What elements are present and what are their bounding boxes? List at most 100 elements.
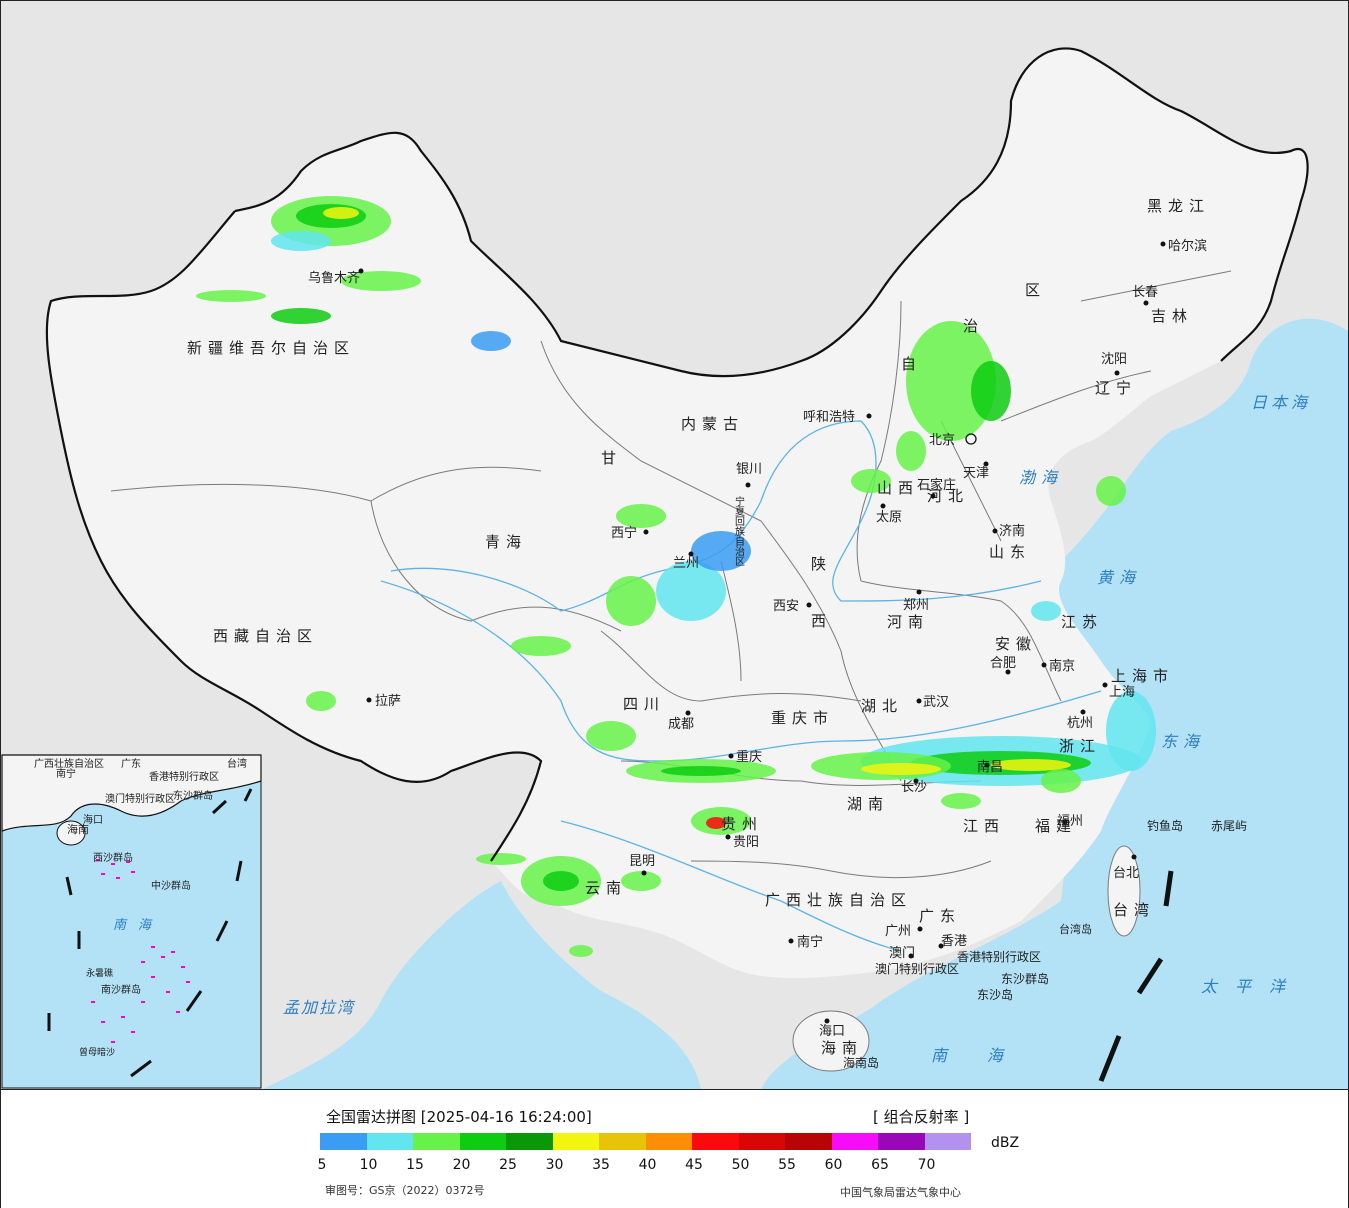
city-dot xyxy=(983,461,989,467)
city-dot xyxy=(1062,819,1068,825)
inset-island-mark xyxy=(101,873,105,875)
city-label: 兰州 xyxy=(673,556,699,571)
legend-swatch xyxy=(320,1133,367,1150)
island-label: 海南岛 xyxy=(843,1055,879,1070)
city-label: 天津 xyxy=(963,466,989,481)
province-label: 湖南 xyxy=(847,795,889,813)
province-label: 河北 xyxy=(927,487,969,505)
city-dot xyxy=(1160,241,1166,247)
city-label: 郑州 xyxy=(903,598,929,613)
legend-swatch xyxy=(738,1133,785,1150)
inset-label: 中沙群岛 xyxy=(151,879,191,892)
radar-echo xyxy=(341,271,421,291)
inset-label: 广东 xyxy=(121,757,141,770)
inset-label: 香港特别行政区 xyxy=(149,770,219,783)
inset-island-mark xyxy=(96,859,100,861)
province-label: 福建 xyxy=(1035,817,1077,835)
city-dot xyxy=(913,778,919,784)
city-label: 南京 xyxy=(1049,658,1075,674)
legend-product: [ 组合反射率 ] xyxy=(873,1108,970,1126)
inset-label: 南宁 xyxy=(56,767,76,780)
city-dot xyxy=(938,943,944,949)
hainan-island xyxy=(792,1010,870,1072)
island-label: 台湾岛 xyxy=(1059,922,1092,936)
radar-echo xyxy=(1041,769,1081,793)
radar-echo xyxy=(196,290,266,302)
maritime-boundary xyxy=(1098,870,1174,1082)
city-dot xyxy=(641,870,647,876)
inset-island-mark xyxy=(111,1041,115,1043)
legend-tick: 15 xyxy=(406,1157,424,1173)
inset-island-mark xyxy=(101,1021,105,1023)
city-label: 台北 xyxy=(1113,866,1139,881)
inset-label: 永暑礁 xyxy=(86,967,113,979)
province-label: 西藏自治区 xyxy=(213,627,318,645)
province-label: 西 xyxy=(811,612,832,630)
radar-echo xyxy=(661,766,741,776)
province-label: 香港特别行政区 xyxy=(957,949,1041,964)
city-label: 西宁 xyxy=(611,525,637,541)
inset-island-mark xyxy=(116,877,120,879)
city-dot xyxy=(984,762,990,768)
city-label: 武汉 xyxy=(923,695,949,710)
city-label: 澳门 xyxy=(889,945,915,961)
province-label: 自 xyxy=(901,355,922,373)
province-label: 河南 xyxy=(887,613,929,631)
radar-echo xyxy=(476,853,526,865)
legend-swatch xyxy=(645,1133,692,1150)
province-label: 山西 xyxy=(877,479,919,497)
radar-echo xyxy=(991,759,1071,771)
radar-echo xyxy=(616,504,666,528)
legend-swatch xyxy=(924,1133,971,1150)
province-label: 陕 xyxy=(811,555,832,573)
inset-island-mark xyxy=(151,946,155,948)
capital-marker xyxy=(965,433,977,445)
radar-echo xyxy=(861,763,941,775)
radar-echo xyxy=(323,207,359,219)
province-label: 贵州 xyxy=(721,815,763,833)
city-label: 南宁 xyxy=(797,934,823,950)
inset-island-mark xyxy=(141,1001,145,1003)
legend-swatch xyxy=(692,1133,739,1150)
radar-echo xyxy=(606,576,656,626)
city-dot xyxy=(930,493,936,499)
province-label: 山东 xyxy=(989,543,1031,561)
city-dot xyxy=(1131,854,1137,860)
city-label: 西安 xyxy=(773,599,799,614)
south-china-sea-inset: 广西壮族自治区 广东 南宁 台湾 香港特别行政区 澳门特别行政区 东沙群岛 海口… xyxy=(1,754,262,1089)
inset-label: 曾母暗沙 xyxy=(79,1046,115,1058)
city-label: 上海 xyxy=(1109,685,1135,700)
sea-label: 东海 xyxy=(1161,732,1205,751)
inset-label: 台湾 xyxy=(227,757,247,770)
radar-echo xyxy=(543,871,579,891)
inset-island-mark xyxy=(176,1011,180,1013)
inset-label: 海南 xyxy=(67,822,89,836)
radar-echo xyxy=(656,561,726,621)
city-label: 福州 xyxy=(1057,814,1083,829)
radar-echo xyxy=(906,321,996,441)
island-label: 赤尾屿 xyxy=(1211,819,1247,833)
city-labels: 乌鲁木齐 拉萨 西宁 兰州 银川 呼和浩特 北京 天津 石家庄 太原 济南 郑州… xyxy=(308,238,1207,1039)
radar-echo xyxy=(1031,601,1061,621)
inset-island-mark xyxy=(166,991,170,993)
sea-label: 南海 xyxy=(931,1046,1043,1065)
city-dot xyxy=(1143,300,1149,306)
national-border xyxy=(45,47,1309,862)
radar-echo xyxy=(691,531,751,571)
province-label: 治 xyxy=(963,317,984,335)
radar-echo xyxy=(471,331,511,351)
inset-label: 南沙群岛 xyxy=(101,983,141,996)
island-label: 东沙群岛 xyxy=(1001,971,1049,986)
sea-label: 黄海 xyxy=(1097,568,1141,587)
province-label: 江西 xyxy=(963,817,1005,835)
legend-swatch xyxy=(599,1133,646,1150)
city-dot xyxy=(728,753,734,759)
radar-echo xyxy=(569,945,593,957)
city-dot xyxy=(1102,682,1108,688)
city-label: 长沙 xyxy=(901,780,927,795)
legend-tick: 65 xyxy=(871,1157,889,1173)
inset-label: 西沙群岛 xyxy=(93,851,133,864)
inset-island-mark xyxy=(91,1001,95,1003)
province-label: 安徽 xyxy=(995,635,1037,653)
